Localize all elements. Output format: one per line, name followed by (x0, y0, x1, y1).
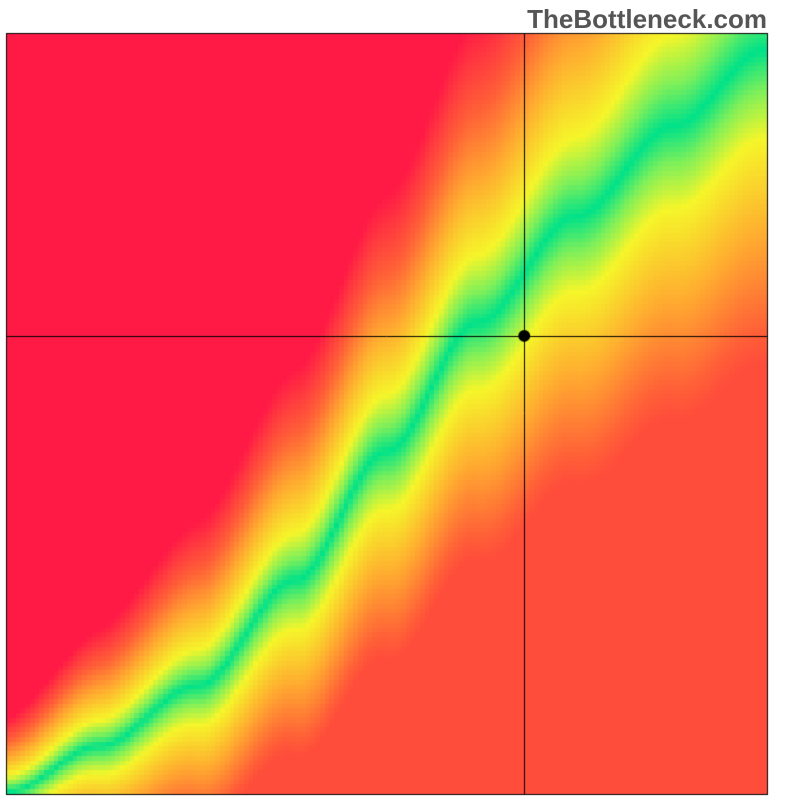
heatmap-canvas (0, 0, 800, 800)
chart-container: TheBottleneck.com (0, 0, 800, 800)
